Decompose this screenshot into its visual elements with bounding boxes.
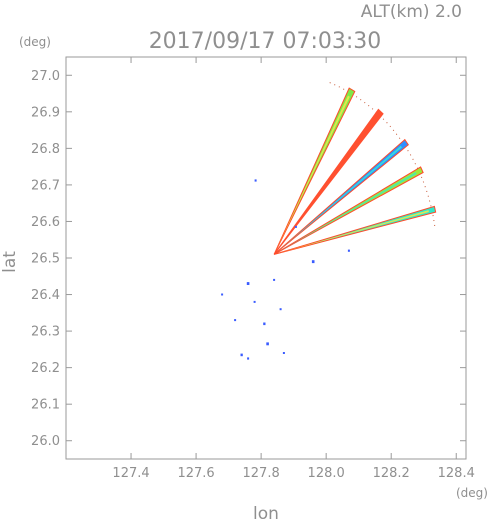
- radar-beam-core: [274, 210, 429, 255]
- echo-point: [253, 300, 256, 303]
- y-tick-label: 26.2: [31, 361, 60, 376]
- y-axis-title: lat: [0, 251, 20, 273]
- radar-beam-core: [274, 116, 378, 255]
- y-tick-label: 26.9: [31, 105, 60, 120]
- y-tick-label: 26.8: [31, 142, 60, 157]
- x-tick-label: 127.4: [112, 466, 149, 481]
- echo-point: [254, 179, 257, 182]
- datetime-title: 2017/09/17 07:03:30: [149, 29, 382, 54]
- echo-point: [347, 249, 350, 252]
- plot-area: [221, 82, 437, 360]
- echo-point: [263, 322, 266, 326]
- y-unit-label: (deg): [19, 35, 51, 49]
- data-layer: [221, 82, 437, 360]
- echo-point: [247, 357, 250, 360]
- x-axis-title: lon: [253, 504, 279, 521]
- axes: 127.4 127.6 127.8 128.0 128.2 128.4 26.0 26.1 26…: [31, 56, 475, 481]
- radar-beam: [273, 205, 437, 255]
- altitude-label: ALT(km) 2.0: [361, 2, 462, 22]
- echo-point: [246, 282, 250, 285]
- y-tick-label: 26.3: [31, 325, 60, 340]
- y-tick-label: 26.7: [31, 178, 60, 193]
- plot-frame: [65, 56, 467, 460]
- x-tick-label: 128.2: [373, 466, 410, 481]
- echo-point: [294, 225, 297, 228]
- x-tick-label: 128.0: [308, 466, 345, 481]
- echo-point: [221, 293, 224, 296]
- y-tick-label: 26.6: [31, 215, 60, 230]
- y-tick-label: 26.1: [31, 398, 60, 413]
- range-arc: [329, 82, 436, 229]
- x-tick-label: 128.4: [438, 466, 475, 481]
- x-tick-label: 127.6: [177, 466, 214, 481]
- echo-point: [311, 260, 315, 264]
- y-tick-label: 27.0: [31, 69, 60, 84]
- x-tick-label: 127.8: [243, 466, 280, 481]
- radar-beam: [273, 87, 356, 255]
- y-tick-label: 26.5: [31, 252, 60, 267]
- radar-beam-core: [274, 145, 402, 255]
- echo-point: [279, 308, 282, 311]
- radar-beam: [273, 166, 424, 255]
- y-tick-label: 26.4: [31, 288, 60, 303]
- echo-point: [273, 278, 276, 281]
- radar-beam-core: [274, 172, 417, 255]
- echo-point: [266, 342, 269, 346]
- x-unit-label: (deg): [456, 486, 488, 500]
- echo-point: [282, 352, 285, 354]
- y-tick-label: 26.0: [31, 434, 60, 449]
- radar-beam-core: [274, 95, 350, 255]
- echo-point: [240, 353, 243, 357]
- echo-point: [234, 319, 237, 322]
